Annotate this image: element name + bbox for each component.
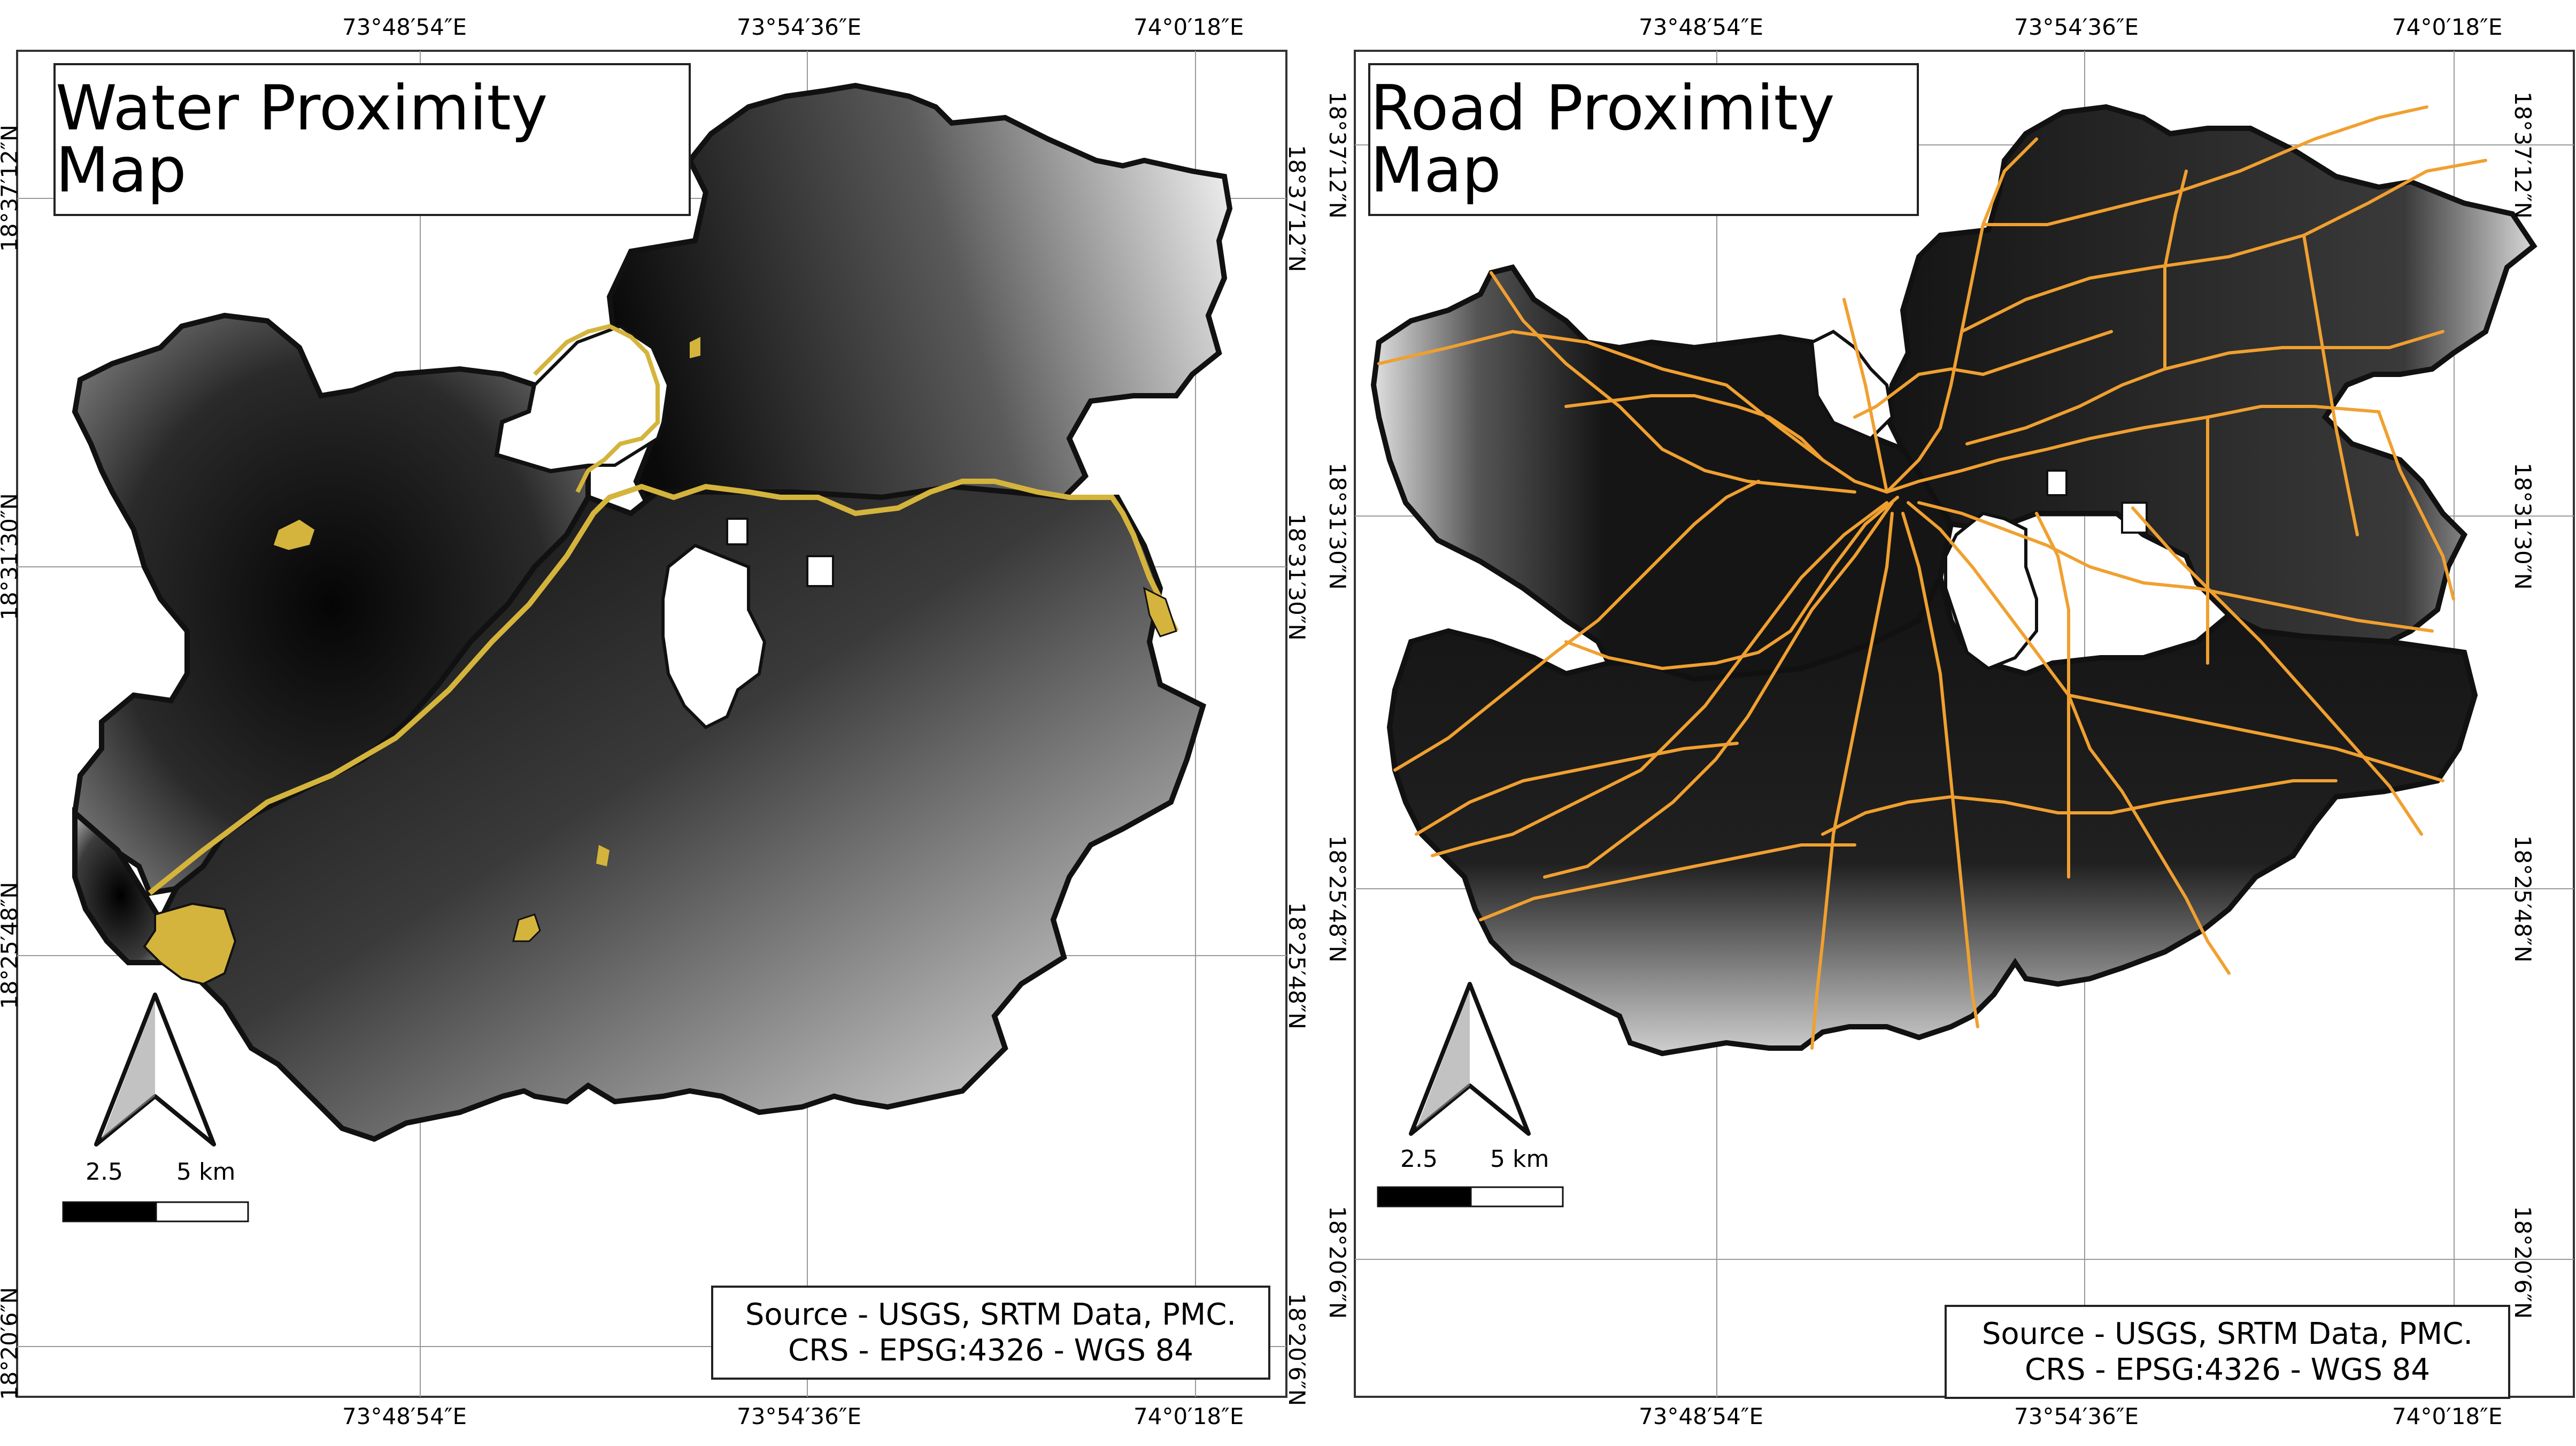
tick-left-4: 18°20′6″N [1324,1206,1351,1319]
water-body-north [690,337,700,358]
river-line [148,479,1179,895]
road-proximity-map [1354,50,2575,1398]
scale-label-mid: 2.5 [86,1158,123,1186]
source-box: Source - USGS, SRTM Data, PMC. CRS - EPS… [1945,1305,2510,1399]
water-body-west [272,518,317,552]
tick-left-3: 18°25′48″N [0,882,22,1009]
river-branch [533,324,660,493]
tick-left-2: 18°31′30″N [0,493,22,620]
road-proximity-panel: 73°48′54″E 73°54′36″E 74°0′18″E 73°48′54… [1288,0,2576,1446]
water-proximity-map [16,50,1287,1398]
road-network [1377,105,2487,1050]
urban-hole-north [495,324,670,473]
region-southwest [72,806,180,965]
tick-top-1: 73°48′54″E [1639,14,1764,40]
urban-hole-small-1 [726,518,749,545]
tick-bottom-2: 73°54′36″E [737,1403,862,1429]
map-frame [16,50,1287,1398]
water-proximity-panel: 73°48′54″E 73°54′36″E 74°0′18″E 73°48′54… [0,14,1310,1429]
tick-right-1: 18°37′12″N [2510,91,2536,219]
tick-bottom-1: 73°48′54″E [342,1403,467,1429]
map-title: Road Proximity Map [1370,72,1835,206]
crs-line: CRS - EPSG:4326 - WGS 84 [2024,1352,2431,1387]
scale-bar [62,1201,249,1222]
water-body-center [596,845,610,866]
tick-left-4: 18°20′6″N [0,1287,22,1400]
map-title: Water Proximity Map [56,72,548,206]
tick-right-4: 18°20′6″N [2510,1206,2536,1319]
tick-left-3: 18°25′48″N [1324,835,1351,963]
water-body-east [1143,587,1177,637]
scale-label-end: 5 km [176,1158,236,1186]
urban-hole-center [661,543,767,729]
tick-bottom-3: 74°0′18″E [1133,1403,1244,1429]
region-northeast [1884,104,2538,645]
scale-bar [1377,1186,1564,1207]
tick-top-1: 73°48′54″E [342,14,467,40]
water-body-south [512,913,541,942]
tick-right-2: 18°31′30″N [2510,463,2536,590]
source-line: Source - USGS, SRTM Data, PMC. [1981,1316,2473,1351]
water-body-reservoir [143,902,237,986]
scale-label-end: 5 km [1490,1145,1549,1173]
source-line: Source - USGS, SRTM Data, PMC. [745,1297,1237,1332]
urban-hole-small-2 [806,555,834,587]
map-title-box: Water Proximity Map [53,63,691,216]
map-title-box: Road Proximity Map [1368,63,1919,216]
scale-label-mid: 2.5 [1400,1145,1438,1173]
tick-bottom-3: 74°0′18″E [2392,1403,2503,1429]
tick-top-2: 73°54′36″E [737,14,862,40]
crs-line: CRS - EPSG:4326 - WGS 84 [788,1333,1194,1368]
tick-bottom-1: 73°48′54″E [1639,1403,1764,1429]
tick-bottom-2: 73°54′36″E [2014,1403,2139,1429]
tick-top-3: 74°0′18″E [1133,14,1244,40]
tick-right-3: 18°25′48″N [2510,835,2536,963]
source-box: Source - USGS, SRTM Data, PMC. CRS - EPS… [711,1286,1270,1380]
tick-left-1: 18°37′12″N [1324,91,1351,219]
tick-top-3: 74°0′18″E [2392,14,2503,40]
tick-left-1: 18°37′12″N [0,125,22,252]
north-arrow-icon [94,993,216,1147]
urban-hole-small-1 [2046,470,2068,496]
region-south [1386,570,2478,1057]
region-northeast [606,82,1233,517]
region-west [1370,264,1954,682]
region-south [157,483,1206,1142]
north-arrow-icon [1409,982,1531,1136]
tick-top-2: 73°54′36″E [2014,14,2139,40]
tick-left-2: 18°31′30″N [1324,463,1351,590]
